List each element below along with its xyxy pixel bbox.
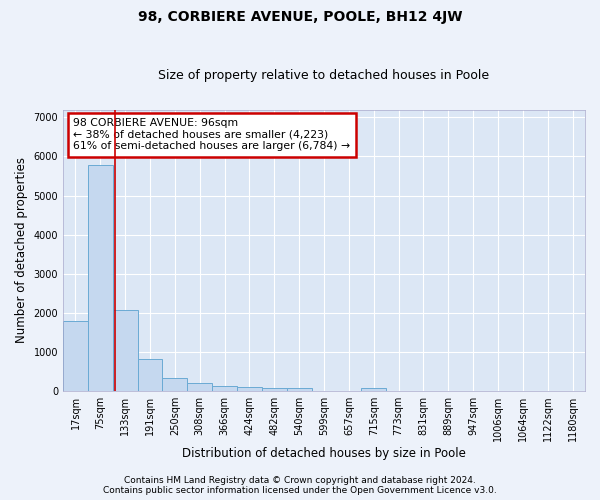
Bar bbox=[88, 165, 113, 391]
Bar bbox=[262, 388, 287, 391]
Bar bbox=[137, 360, 163, 391]
Title: Size of property relative to detached houses in Poole: Size of property relative to detached ho… bbox=[158, 69, 490, 82]
Bar bbox=[63, 322, 88, 391]
Bar bbox=[361, 388, 386, 391]
Text: 98, CORBIERE AVENUE, POOLE, BH12 4JW: 98, CORBIERE AVENUE, POOLE, BH12 4JW bbox=[138, 10, 462, 24]
Bar bbox=[287, 388, 311, 391]
Bar bbox=[163, 378, 187, 391]
X-axis label: Distribution of detached houses by size in Poole: Distribution of detached houses by size … bbox=[182, 447, 466, 460]
Y-axis label: Number of detached properties: Number of detached properties bbox=[15, 158, 28, 344]
Bar bbox=[212, 386, 237, 391]
Text: 98 CORBIERE AVENUE: 96sqm
← 38% of detached houses are smaller (4,223)
61% of se: 98 CORBIERE AVENUE: 96sqm ← 38% of detac… bbox=[73, 118, 350, 151]
Bar bbox=[237, 387, 262, 391]
Bar bbox=[187, 384, 212, 391]
Text: Contains HM Land Registry data © Crown copyright and database right 2024.
Contai: Contains HM Land Registry data © Crown c… bbox=[103, 476, 497, 495]
Bar bbox=[113, 310, 137, 391]
